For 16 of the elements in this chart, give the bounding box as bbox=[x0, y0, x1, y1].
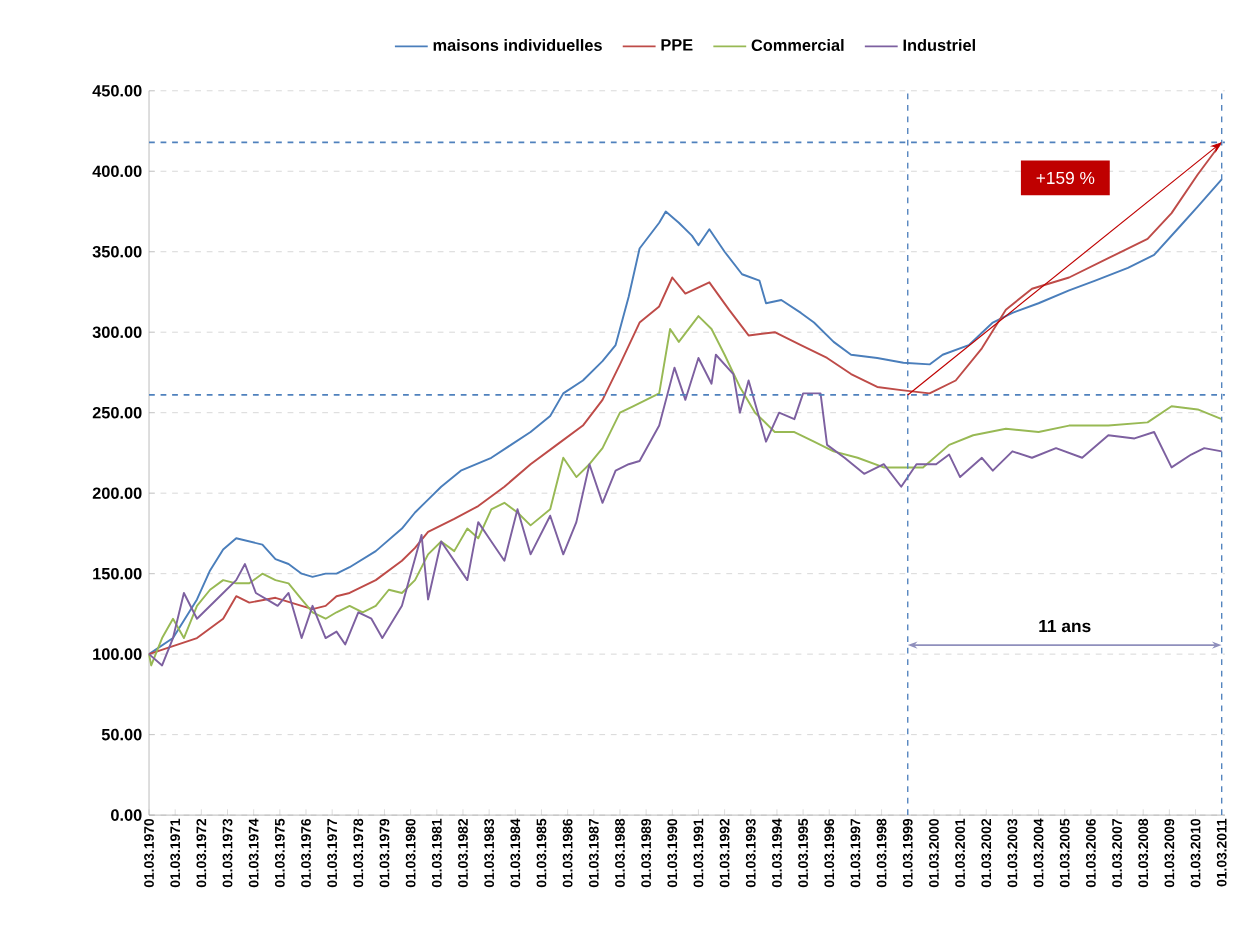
annotation: 11 ans bbox=[1039, 619, 1091, 632]
y-tick-label: 0.00 bbox=[111, 809, 142, 821]
legend-label: PPE bbox=[661, 38, 693, 51]
legend-label: maisons individuelles bbox=[433, 38, 602, 51]
legend-label: Industriel bbox=[903, 38, 975, 51]
y-tick-label: 200.00 bbox=[92, 487, 142, 499]
y-tick-label: 400.00 bbox=[92, 165, 142, 177]
legend-label: Commercial bbox=[751, 38, 844, 51]
y-tick-label: 300.00 bbox=[92, 326, 142, 338]
y-tick-label: 150.00 bbox=[93, 567, 142, 580]
y-tick-label: 350.00 bbox=[92, 245, 142, 258]
y-tick-label: 450.00 bbox=[92, 84, 142, 97]
annotation: +159 % bbox=[1036, 171, 1095, 184]
y-tick-label: 100.00 bbox=[93, 648, 142, 660]
y-tick-label: 50.00 bbox=[101, 728, 142, 741]
y-tick-label: 250.00 bbox=[92, 406, 142, 419]
